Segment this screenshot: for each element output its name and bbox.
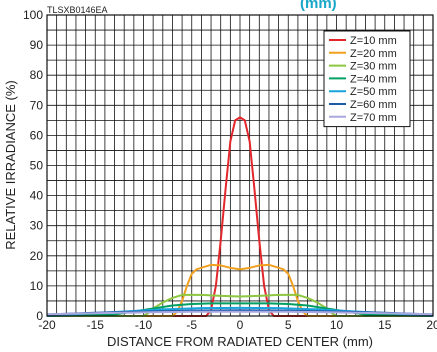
y-tick-label: 40: [30, 189, 44, 203]
y-tick-label: 60: [30, 128, 44, 142]
y-tick-label: 90: [30, 38, 44, 52]
document-code: TLSXB0146EA: [47, 5, 108, 15]
y-tick-label: 100: [23, 8, 43, 22]
x-axis-title: DISTANCE FROM RADIATED CENTER (mm): [107, 334, 373, 349]
y-tick-label: 70: [30, 98, 44, 112]
legend-label: Z=30 mm: [350, 61, 397, 73]
y-tick-label: 50: [30, 159, 44, 173]
y-axis-title: RELATIVE IRRADIANCE (%): [3, 80, 18, 250]
series-line: [47, 263, 433, 317]
chart-title-fragment: (mm): [300, 0, 337, 12]
y-tick-label: 10: [30, 279, 44, 293]
x-tick-label: 0: [237, 318, 244, 332]
x-tick-labels: -20 -15 -10 -5 0 5 10 15 20: [38, 318, 437, 332]
y-tick-labels: 0 10 20 30 40 50 60 70 80 90 100: [23, 8, 43, 323]
x-tick-label: -15: [87, 318, 105, 332]
x-tick-label: 15: [378, 318, 392, 332]
legend-label: Z=10 mm: [350, 35, 397, 47]
y-tick-label: 20: [30, 249, 44, 263]
y-tick-label: 0: [36, 309, 43, 323]
grid: [46, 14, 434, 317]
legend-label: Z=40 mm: [350, 73, 397, 85]
legend-label: Z=20 mm: [350, 48, 397, 60]
legend-label: Z=60 mm: [350, 99, 397, 111]
x-tick-label: -5: [186, 318, 197, 332]
x-tick-label: -10: [135, 318, 153, 332]
y-tick-label: 80: [30, 68, 44, 82]
series-line: [46, 310, 434, 316]
x-tick-label: 10: [330, 318, 344, 332]
legend-label: Z=70 mm: [350, 112, 397, 124]
x-tick-label: 20: [426, 318, 437, 332]
y-tick-label: 30: [30, 219, 44, 233]
x-tick-label: 5: [285, 318, 292, 332]
x-tick-label: -20: [38, 318, 56, 332]
series-line: [47, 116, 433, 317]
legend: Z=10 mmZ=20 mmZ=30 mmZ=40 mmZ=50 mmZ=60 …: [323, 30, 411, 128]
series-lines: [46, 116, 434, 317]
plot-frame: [46, 14, 434, 317]
legend-label: Z=50 mm: [350, 86, 397, 98]
